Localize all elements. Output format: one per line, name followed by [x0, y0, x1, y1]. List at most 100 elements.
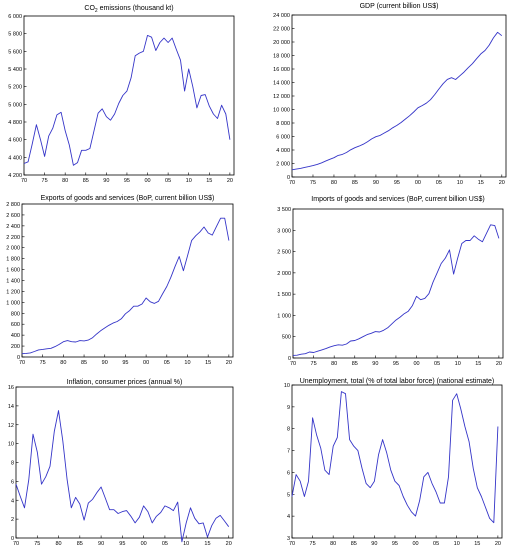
- x-tick-label: 70: [289, 541, 295, 547]
- x-tick-label: 15: [478, 180, 484, 186]
- y-tick-label: 3: [287, 536, 290, 542]
- x-tick-label: 85: [352, 361, 358, 367]
- x-tick-label: 20: [226, 360, 232, 366]
- x-tick-label: 95: [392, 541, 398, 547]
- chart-1: CO2 emissions (thousand kt) 4 200 4 400 4 6…: [8, 5, 235, 184]
- plot-frame: [292, 208, 504, 359]
- x-tick-label: 90: [372, 361, 378, 367]
- x-tick-label: 85: [81, 360, 87, 366]
- x-tick-label: 95: [122, 360, 128, 366]
- x-tick-label: 80: [331, 361, 337, 367]
- y-tick-label: 20 000: [273, 40, 290, 46]
- x-tick-label: 05: [165, 178, 171, 184]
- y-tick-label: 12 000: [273, 94, 290, 100]
- y-tick-label: 0: [287, 175, 290, 181]
- x-tick-label: 95: [393, 361, 399, 367]
- y-tick-label: 2 000: [6, 246, 20, 252]
- y-tick-label: 8 000: [276, 121, 290, 127]
- x-tick-label: 15: [204, 541, 210, 547]
- y-tick-label: 2 500: [277, 250, 291, 256]
- y-tick-label: 6 000: [276, 135, 290, 141]
- y-tick-label: 500: [282, 335, 291, 341]
- x-tick-label: 85: [352, 180, 358, 186]
- y-tick-label: 9: [287, 405, 290, 411]
- x-tick-label: 20: [226, 541, 232, 547]
- y-tick-label: 2 200: [6, 235, 20, 241]
- y-tick-label: 14: [8, 404, 14, 410]
- y-tick-label: 14 000: [273, 81, 290, 87]
- series-line: [21, 217, 230, 355]
- y-tick-label: 10: [284, 383, 290, 389]
- x-tick-label: 15: [206, 178, 212, 184]
- y-tick-label: 400: [11, 333, 20, 339]
- x-tick-label: 95: [124, 178, 130, 184]
- x-tick-label: 95: [119, 541, 125, 547]
- y-tick-label: 1 400: [6, 279, 20, 285]
- x-tick-label: 95: [394, 180, 400, 186]
- series-line: [291, 391, 499, 524]
- x-tick-label: 90: [371, 541, 377, 547]
- x-tick-label: 70: [13, 541, 19, 547]
- x-tick-label: 10: [457, 180, 463, 186]
- plot-frame: [291, 14, 507, 178]
- chart-5: Inflation, consumer prices (annual %) 0 2 4…: [8, 379, 234, 547]
- y-tick-label: 24 000: [273, 13, 290, 19]
- x-tick-label: 20: [227, 178, 233, 184]
- y-tick-label: 2 000: [277, 271, 291, 277]
- x-tick-label: 00: [141, 541, 147, 547]
- x-tick-label: 70: [21, 178, 27, 184]
- y-tick-label: 2 000: [276, 162, 290, 168]
- chart-6: Unemployment, total (% of total labor fo…: [284, 378, 503, 547]
- x-tick-label: 05: [434, 361, 440, 367]
- chart-title: Imports of goods and services (BoP, curr…: [311, 196, 484, 203]
- x-tick-label: 10: [183, 541, 189, 547]
- plot-frame: [291, 384, 503, 539]
- y-tick-label: 1 200: [6, 289, 20, 295]
- x-tick-label: 90: [103, 178, 109, 184]
- y-tick-label: 6: [287, 470, 290, 476]
- y-tick-label: 4: [287, 514, 290, 520]
- x-tick-label: 10: [455, 361, 461, 367]
- y-tick-label: 5 200: [8, 85, 22, 91]
- x-tick-label: 00: [413, 361, 419, 367]
- y-tick-label: 1 800: [6, 257, 20, 263]
- y-tick-label: 5 600: [8, 49, 22, 55]
- y-tick-label: 16: [8, 385, 14, 391]
- chart-title: CO2 emissions (thousand kt): [84, 5, 173, 14]
- chart-title: Unemployment, total (% of total labor fo…: [300, 378, 495, 385]
- y-tick-label: 7: [287, 449, 290, 455]
- x-tick-label: 20: [495, 541, 501, 547]
- x-tick-label: 75: [34, 541, 40, 547]
- y-tick-label: 0: [17, 355, 20, 361]
- plot-frame: [21, 203, 234, 358]
- y-tick-label: 18 000: [273, 54, 290, 60]
- x-tick-label: 20: [499, 180, 505, 186]
- chart-title: GDP (current billion US$): [360, 3, 439, 10]
- x-tick-label: 75: [310, 541, 316, 547]
- series-line: [23, 34, 231, 166]
- x-tick-label: 80: [330, 541, 336, 547]
- y-tick-label: 600: [11, 322, 20, 328]
- y-tick-label: 4 600: [8, 138, 22, 144]
- y-tick-label: 4 800: [8, 120, 22, 126]
- x-tick-label: 05: [433, 541, 439, 547]
- y-tick-label: 2 400: [6, 224, 20, 230]
- x-tick-label: 75: [42, 178, 48, 184]
- y-tick-label: 3 000: [277, 228, 291, 234]
- x-tick-label: 90: [102, 360, 108, 366]
- y-tick-label: 5: [287, 492, 290, 498]
- y-tick-label: 10 000: [273, 108, 290, 114]
- x-tick-label: 15: [474, 541, 480, 547]
- y-tick-label: 4: [11, 498, 14, 504]
- y-tick-label: 10: [8, 442, 14, 448]
- x-tick-label: 80: [60, 360, 66, 366]
- x-tick-label: 70: [290, 361, 296, 367]
- x-tick-label: 70: [19, 360, 25, 366]
- x-tick-label: 10: [454, 541, 460, 547]
- chart-title: Inflation, consumer prices (annual %): [67, 379, 183, 386]
- x-tick-label: 75: [311, 361, 317, 367]
- y-tick-label: 1 000: [277, 313, 291, 319]
- y-tick-label: 2: [11, 517, 14, 523]
- x-tick-label: 80: [55, 541, 61, 547]
- y-tick-label: 8: [11, 461, 14, 467]
